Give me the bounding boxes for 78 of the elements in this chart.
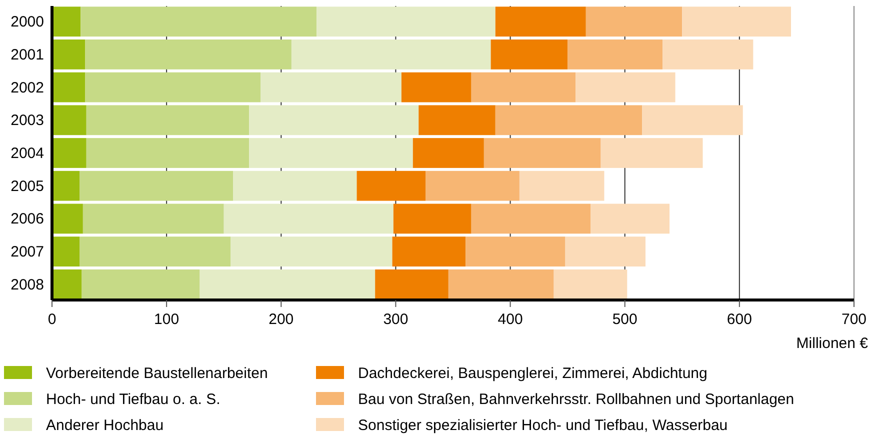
bar (52, 236, 80, 266)
bar (418, 105, 496, 136)
bar (471, 72, 576, 102)
bar (260, 72, 402, 102)
bar (79, 170, 234, 201)
x-tick-label: 500 (612, 311, 638, 328)
bar (86, 138, 250, 168)
bar (82, 269, 200, 300)
bar (484, 138, 601, 168)
bar (85, 40, 292, 70)
bar (471, 204, 590, 234)
bar (392, 236, 466, 266)
legend-label: Dachdeckerei, Bauspenglerei, Zimmerei, Abdichtung (358, 365, 708, 382)
bar (495, 105, 642, 136)
bar (662, 40, 754, 70)
bar (249, 138, 413, 168)
bar (52, 6, 81, 37)
x-tick-label: 300 (383, 311, 408, 328)
bar (393, 204, 472, 234)
bar (568, 40, 663, 70)
y-tick-label: 2008 (10, 276, 44, 294)
bar (52, 269, 82, 300)
x-axis-title: Millionen € (796, 335, 869, 352)
x-tick-label: 0 (48, 311, 56, 328)
bar (600, 138, 703, 168)
bar (642, 105, 743, 136)
bar (375, 269, 448, 300)
bar (249, 105, 419, 136)
legend-label: Vorbereitende Baustellenarbeiten (46, 365, 268, 382)
legend-label: Bau von Straßen, Bahnverkehrsstr. Rollbahnen und Sportanlagen (358, 391, 794, 408)
y-tick-label: 2003 (10, 112, 44, 130)
bar (52, 170, 80, 201)
bar (230, 236, 392, 266)
y-tick-label: 2005 (10, 178, 44, 195)
bar (519, 170, 604, 201)
legend-label: Hoch- und Tiefbau o. a. S. (46, 391, 220, 408)
x-tick-label: 600 (726, 311, 752, 328)
bar (52, 138, 86, 168)
bar (356, 170, 426, 201)
bar (86, 105, 250, 136)
bar (52, 72, 86, 102)
bar (682, 6, 791, 37)
bar (412, 138, 484, 168)
bar (554, 269, 628, 300)
x-tick-label: 400 (498, 311, 523, 328)
bar (52, 40, 86, 70)
bar (466, 236, 566, 266)
bar (448, 269, 554, 300)
x-tick-label: 200 (268, 311, 294, 328)
bar (82, 204, 224, 234)
y-tick-label: 2004 (10, 145, 44, 162)
bar (233, 170, 357, 201)
x-tick-label: 100 (154, 311, 180, 328)
bar (590, 204, 670, 234)
x-tick-label: 700 (841, 311, 867, 328)
legend-label: Anderer Hochbau (46, 417, 164, 434)
y-tick-label: 2006 (10, 210, 44, 228)
bar (52, 105, 86, 136)
bar (401, 72, 472, 102)
bar (200, 269, 376, 300)
bar (224, 204, 394, 234)
y-tick-label: 2007 (10, 244, 44, 261)
bar (490, 40, 568, 70)
bar (79, 236, 231, 266)
bar (80, 6, 317, 37)
bar (426, 170, 520, 201)
legend-label: Sonstiger spezialisierter Hoch- und Tiefbau, Wasserbau (358, 417, 728, 434)
y-tick-label: 2001 (10, 46, 44, 64)
bar (316, 6, 496, 37)
bar (565, 236, 646, 266)
bar (85, 72, 261, 102)
bar (586, 6, 682, 37)
y-tick-label: 2000 (10, 14, 44, 31)
bar (52, 204, 83, 234)
bar (291, 40, 491, 70)
bar (576, 72, 676, 102)
y-tick-label: 2002 (10, 79, 44, 96)
bar (495, 6, 586, 37)
